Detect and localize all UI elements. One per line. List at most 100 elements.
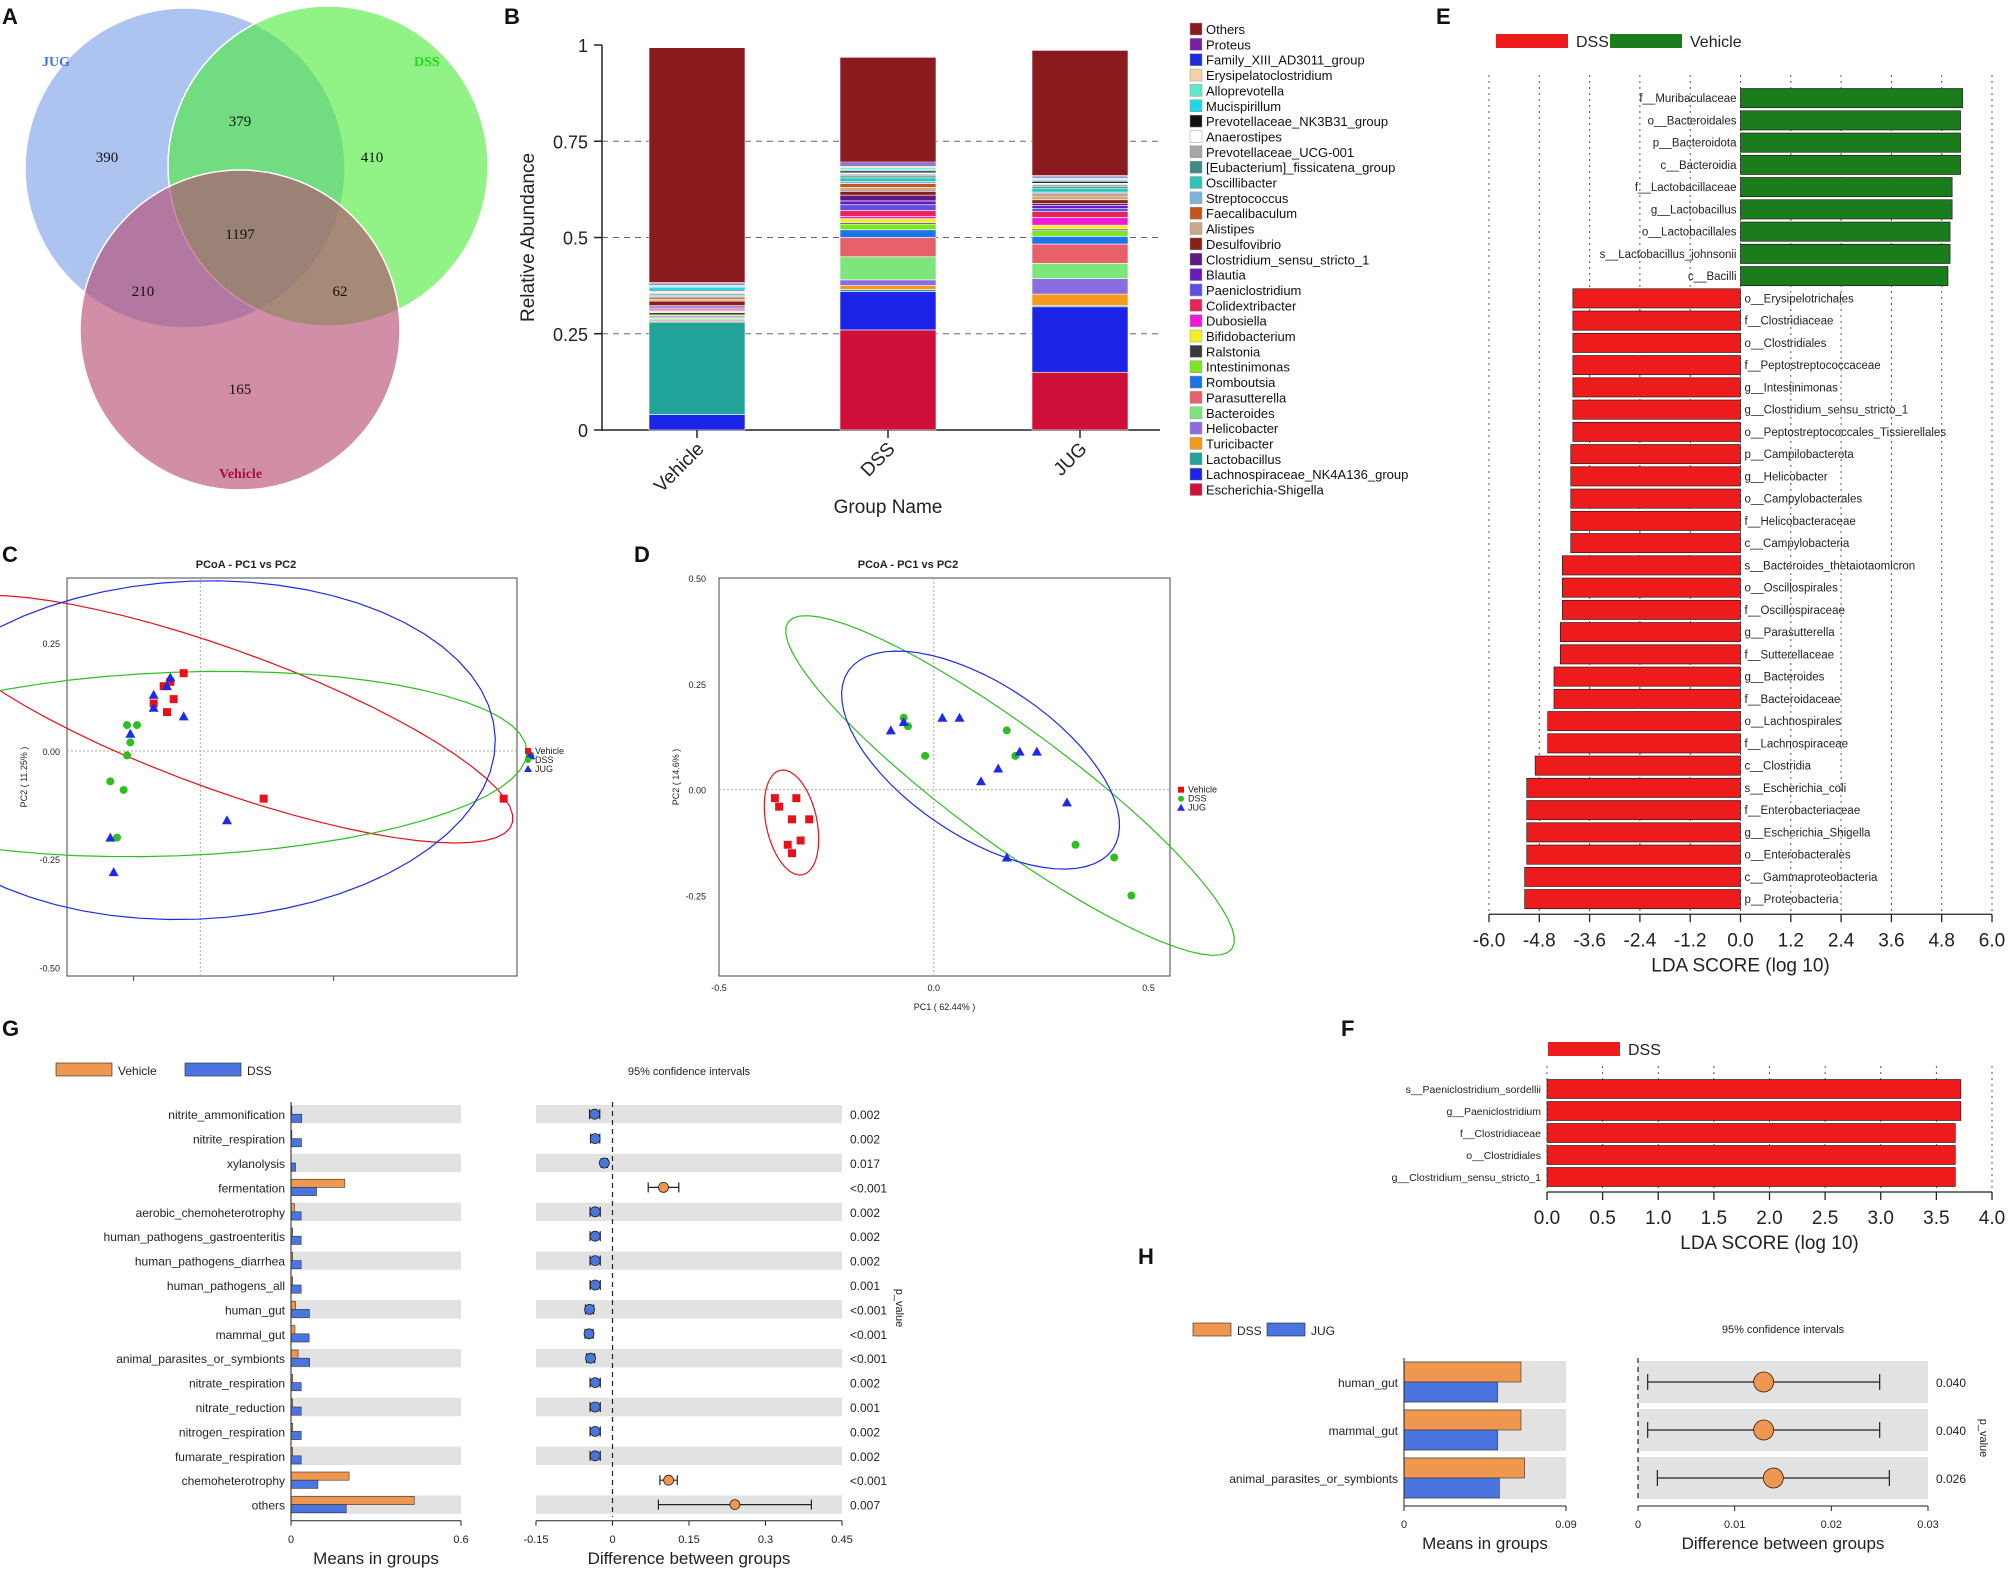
bar-label: g__Intestinimonas: [1745, 382, 1839, 394]
legend-swatch: [1189, 268, 1203, 281]
mean-bar-vehicle: [290, 1471, 350, 1481]
x-axis-label: PC1 ( 62.44% ): [914, 1002, 976, 1012]
x-tick-label: 0.0: [1534, 1208, 1560, 1229]
legend-swatch: [1610, 34, 1682, 48]
legend-entry: Clostridium_sensu_stricto_1: [1206, 252, 1369, 267]
x-tick-label: 2.0: [1756, 1208, 1782, 1229]
p-value: <0.001: [850, 1181, 887, 1195]
bar-label: o__Bacteroidales: [1648, 115, 1737, 127]
x-tick-label: 0.3: [758, 1534, 773, 1546]
point-dss: [119, 785, 128, 794]
lda-bar: [1526, 844, 1741, 865]
bar-label: o__Clostridiales: [1466, 1150, 1541, 1162]
lda-bar: [1740, 88, 1963, 109]
bar-segment: [839, 285, 937, 290]
bar-label: g__Lactobacillus: [1651, 204, 1737, 216]
bar-label: o__Lactobacillales: [1642, 227, 1737, 239]
venn-label-vehicle: Vehicle: [219, 467, 262, 482]
row-band: [536, 1349, 842, 1368]
row-label: nitrogen_respiration: [179, 1425, 285, 1439]
legend-entry: Alistipes: [1206, 222, 1255, 237]
legend-entry: Vehicle: [535, 746, 564, 756]
row-band: [291, 1300, 461, 1319]
row-label: chemoheterotrophy: [182, 1474, 285, 1488]
y-tick-label: -0.25: [685, 892, 706, 902]
legend-swatch: [1189, 38, 1203, 51]
x-tick-label: 0.15: [678, 1534, 699, 1546]
legend-entry: Desulfovibrio: [1206, 237, 1281, 252]
lda-bar: [1740, 221, 1951, 242]
legend-entry: DSS: [247, 1064, 272, 1078]
legend-entry: DSS: [1237, 1324, 1262, 1338]
lda-bar: [1534, 755, 1741, 776]
legend-entry: Prevotellaceae_UCG-001: [1206, 145, 1354, 160]
bar-label: s__Lactobacillus_johnsonii: [1600, 249, 1737, 261]
bar-segment: [1031, 195, 1129, 201]
diff-point: [658, 1182, 669, 1193]
x-tick-label: 0: [288, 1534, 294, 1546]
bar-label: f__Helicobacteraceae: [1745, 516, 1856, 528]
mean-bar-jug: [1403, 1477, 1500, 1499]
legend-entry: Anaerostipes: [1206, 129, 1282, 144]
bar-segment: [648, 286, 746, 291]
bar-segment: [839, 204, 937, 211]
y-axis-label: PC2 ( 14.6% ): [671, 749, 681, 806]
lda-bar: [1562, 577, 1741, 598]
mean-bar-dss: [290, 1479, 319, 1489]
x-tick-label: 3.0: [1868, 1208, 1894, 1229]
row-label: mammal_gut: [1329, 1424, 1399, 1438]
row-band: [536, 1105, 842, 1124]
mean-bar-dss: [290, 1406, 302, 1416]
legend-swatch: [1189, 283, 1203, 297]
legend-entry: Faecalibaculum: [1206, 206, 1297, 221]
bar-label: f__Sutterellaceae: [1745, 649, 1835, 661]
bar-label: c__Campylobacteria: [1745, 538, 1850, 550]
point-dss: [126, 738, 135, 747]
bar-label: s__Paeniclostridium_sordellii: [1406, 1084, 1541, 1096]
bar-segment: [648, 300, 746, 306]
bar-label: c__Bacteroidia: [1660, 160, 1737, 172]
mean-bar-dss: [1403, 1361, 1522, 1383]
x-tick-label: 0.03: [1917, 1519, 1938, 1531]
point-vehicle: [796, 836, 805, 845]
diff-point: [589, 1230, 601, 1242]
bar-segment: [839, 229, 937, 238]
x-axis-label: LDA SCORE (log 10): [1680, 1233, 1858, 1254]
diff-point: [1753, 1419, 1775, 1441]
legend-swatch: [1189, 130, 1203, 143]
row-label: nitrite_ammonification: [168, 1108, 285, 1122]
legend-entry: Vehicle: [1188, 785, 1217, 795]
mean-bar-dss: [290, 1455, 302, 1465]
bar-label: c__Clostridia: [1745, 761, 1812, 773]
plot-title: PCoA - PC1 vs PC2: [858, 559, 958, 571]
p-value: <0.001: [850, 1474, 887, 1488]
legend-entry: Helicobacter: [1206, 421, 1279, 436]
confidence-ellipse-vehicle: [0, 595, 514, 844]
legend-swatch: [1189, 452, 1203, 466]
x-tick-label: 0.5: [1589, 1208, 1615, 1229]
row-band: [536, 1202, 842, 1221]
venn-count-vehicle-only: 165: [229, 382, 252, 398]
bar-segment: [839, 177, 937, 182]
x-axis-label: Group Name: [834, 497, 943, 518]
p-value: <0.001: [850, 1352, 887, 1366]
x-tick-label: 3.5: [1923, 1208, 1949, 1229]
row-label: fumarate_respiration: [175, 1450, 285, 1464]
lda-bar: [1740, 154, 1961, 175]
mean-bar-dss: [290, 1187, 317, 1196]
bar-label: o__Campylobacterales: [1745, 494, 1863, 506]
x-tick-label: Vehicle: [650, 439, 708, 497]
legend-swatch: [1177, 803, 1185, 811]
lda-bar: [1572, 288, 1741, 309]
legend-swatch: [184, 1062, 242, 1077]
x-tick-label: JUG: [1050, 439, 1092, 481]
x-tick-label: 0.01: [1724, 1519, 1745, 1531]
bar-label: f__Clostridiaceae: [1745, 316, 1834, 328]
mean-bar-vehicle: [290, 1178, 346, 1188]
legend-entry: Vehicle: [118, 1064, 157, 1078]
lda-bar: [1526, 777, 1741, 798]
panel-letter-b: B: [504, 4, 520, 29]
bar-segment: [839, 187, 937, 192]
mean-bar-dss: [290, 1333, 310, 1343]
lda-bar: [1570, 444, 1741, 465]
